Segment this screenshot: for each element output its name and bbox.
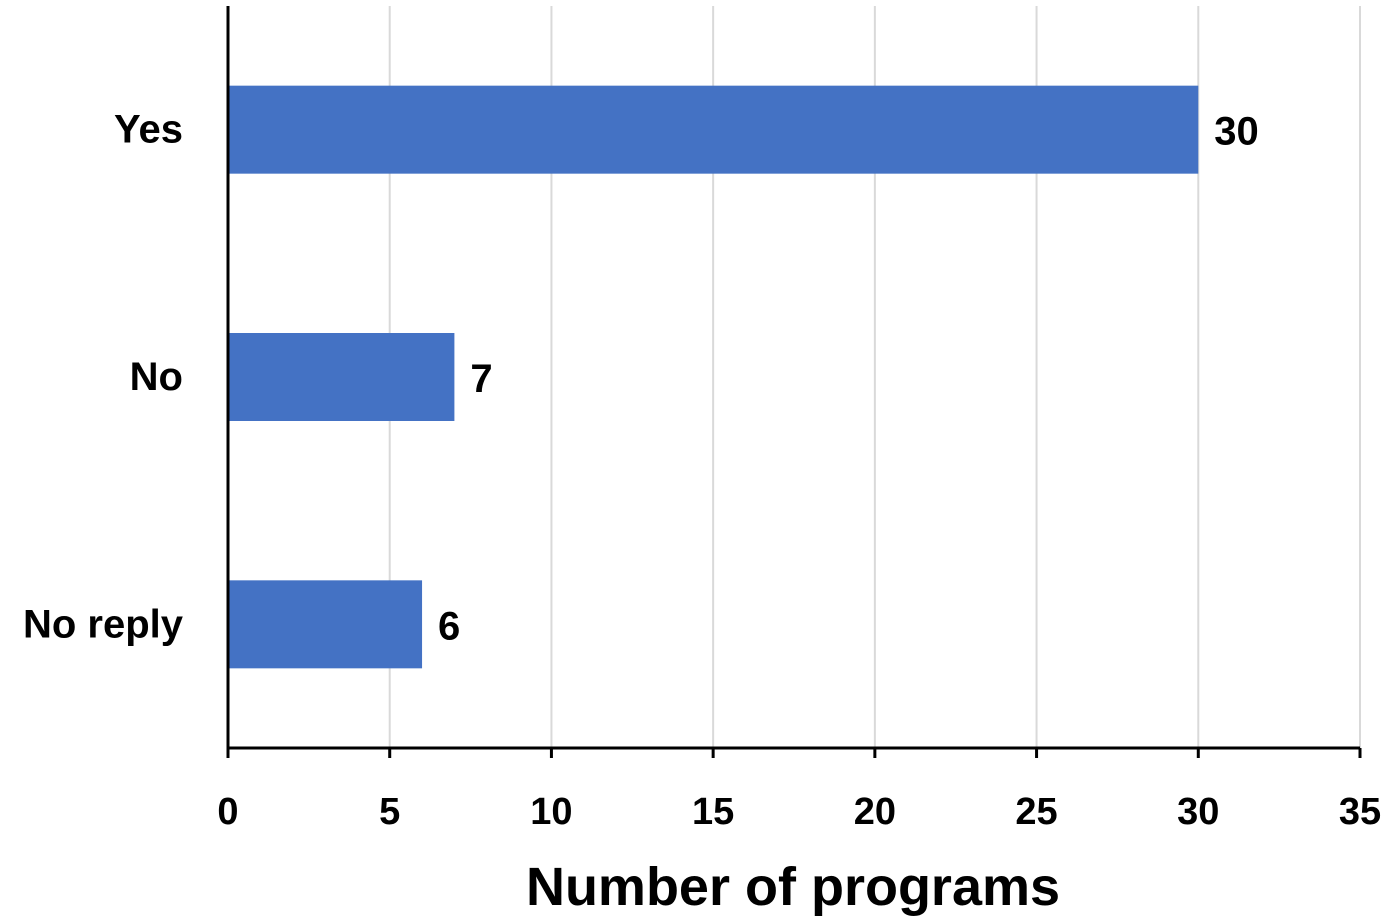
bars [228, 85, 1199, 669]
axes [226, 6, 1362, 758]
bar-no-reply [228, 580, 423, 669]
bar-no [228, 333, 455, 421]
x-tick-label-10: 10 [530, 791, 572, 833]
x-tick-label-5: 5 [379, 791, 400, 833]
x-tick-label-30: 30 [1177, 791, 1219, 833]
category-label-no: No [130, 355, 183, 399]
x-tick-label-15: 15 [692, 791, 734, 833]
bar-yes [228, 85, 1199, 174]
x-tick-label-35: 35 [1339, 791, 1381, 833]
data-label-no: 7 [470, 357, 492, 401]
category-label-yes: Yes [114, 108, 183, 152]
data-label-yes: 30 [1214, 110, 1259, 154]
data-label-no-reply: 6 [438, 604, 460, 648]
x-tick-label-0: 0 [217, 791, 238, 833]
x-tick-label-25: 25 [1015, 791, 1057, 833]
category-label-no-reply: No reply [23, 602, 184, 646]
x-axis-title: Number of programs [526, 857, 1060, 917]
x-tick-label-20: 20 [854, 791, 896, 833]
labels: Yes 30 No 7 No reply 6 0 5 10 15 20 25 30 35 [23, 108, 1381, 833]
